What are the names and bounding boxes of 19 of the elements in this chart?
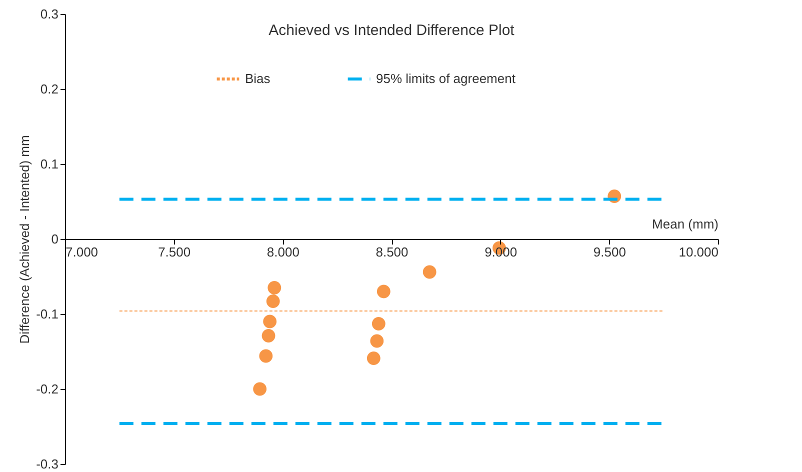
legend-label: Bias (245, 71, 271, 86)
y-axis-title: Difference (Achieved - Intented) mm (17, 135, 32, 344)
x-tick-label: 7.000 (66, 244, 98, 260)
x-tick-label: 10.000 (678, 244, 718, 260)
x-tick-label: 9.000 (484, 244, 518, 260)
text: Achieved vs Intended Difference Plot (268, 22, 516, 39)
x-tick-label: 8.500 (376, 244, 408, 260)
y-tick-label: 0.3 (40, 6, 58, 22)
x-tick-label: 9.500 (593, 244, 626, 260)
y-tick-label: -0.2 (36, 382, 58, 396)
x-tick-label: 7.500 (158, 244, 191, 260)
x-tick-label: 8.000 (266, 244, 300, 260)
y-tick-label: -0.1 (36, 306, 58, 322)
y-tick-label: 0 (51, 232, 58, 246)
x-axis-title: Mean (mm) (652, 216, 718, 232)
y-tick-label: 0.2 (40, 82, 58, 96)
y-tick-label: -0.3 (36, 456, 58, 472)
y-tick-label: 0.1 (40, 156, 58, 172)
legend-label: 95% limits of agreement (376, 71, 516, 86)
